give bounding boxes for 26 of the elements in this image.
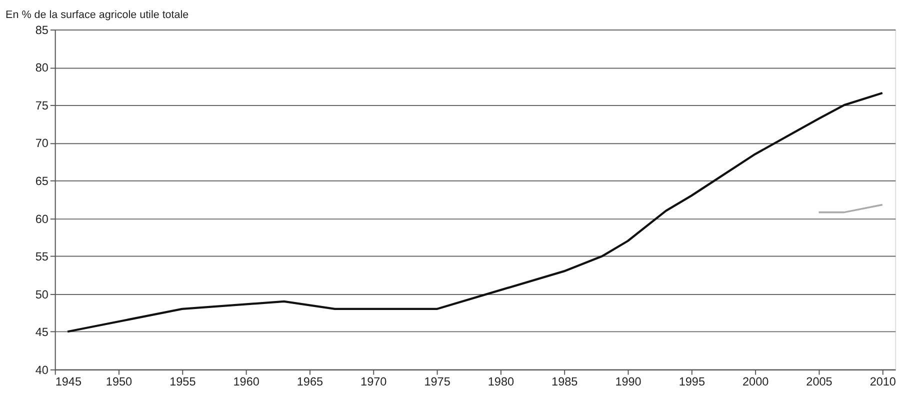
y-tick-label: 85 [35, 24, 49, 37]
x-tick-label: 2005 [806, 376, 833, 389]
x-tick-label: 1970 [360, 376, 388, 389]
y-axis-title: En % de la surface agricole utile totale [6, 8, 189, 21]
x-tick-label: 1990 [615, 376, 642, 389]
x-tick-label: 1980 [488, 376, 514, 389]
y-tick-label: 45 [35, 326, 49, 340]
y-tick-label: 80 [35, 62, 49, 75]
x-tick-label: 1985 [552, 376, 578, 389]
y-tick-label: 40 [35, 364, 49, 377]
x-tick-label: 1995 [678, 376, 706, 389]
x-tick-label: 2000 [742, 376, 770, 389]
x-tick-label: 1960 [233, 376, 260, 389]
y-tick-label: 55 [35, 250, 49, 264]
x-tick-label: 1965 [296, 376, 324, 389]
y-tick-label: 70 [35, 137, 49, 150]
y-tick-label: 50 [35, 288, 49, 302]
x-tick-label: 2010 [870, 376, 896, 389]
line-series [66, 92, 884, 333]
y-tick-label: 75 [35, 99, 49, 112]
y-tick-label: 60 [35, 212, 49, 226]
y-tick-label: 65 [35, 174, 49, 188]
x-tick-label: 1955 [170, 376, 196, 389]
x-tick-label: 1975 [424, 376, 451, 389]
x-tick-label: 1950 [106, 376, 133, 389]
x-tick-label: 1945 [55, 376, 82, 389]
